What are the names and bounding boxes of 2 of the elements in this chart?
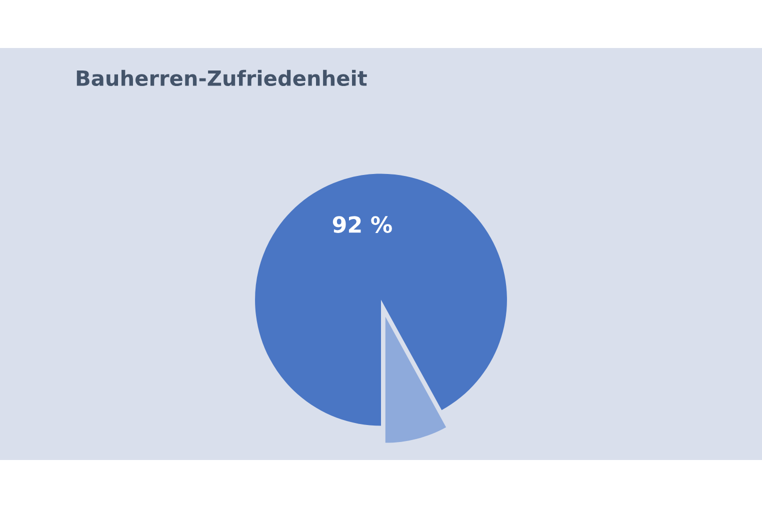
chart-title: Bauherren-Zufriedenheit [76,70,367,86]
data-label: 92 % [332,216,392,233]
